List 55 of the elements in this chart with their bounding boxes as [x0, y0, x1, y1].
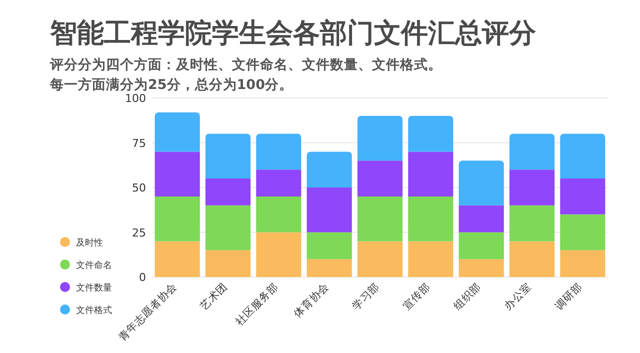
x-tick-label: 体育协会	[291, 280, 332, 320]
bar	[306, 152, 352, 188]
x-tick-label: 组织部	[450, 280, 484, 312]
legend-label: 文件数量	[76, 282, 112, 294]
bar	[509, 205, 555, 242]
bar	[458, 160, 504, 206]
bar	[154, 152, 200, 196]
bar	[205, 250, 251, 277]
bar	[458, 205, 504, 232]
y-tick-label: 50	[132, 182, 146, 194]
bar	[509, 134, 555, 170]
bar	[154, 196, 200, 242]
x-tick-label: 调研部	[552, 280, 585, 312]
bar	[256, 170, 302, 196]
y-tick-label: 75	[132, 136, 146, 150]
legend-label: 文件命名	[76, 260, 112, 271]
x-tick-label: 社区服务部	[232, 280, 281, 328]
bar	[560, 178, 606, 214]
x-tick-label: 办公室	[502, 280, 534, 312]
bar	[408, 241, 454, 277]
bar	[408, 196, 454, 242]
bar	[560, 214, 606, 250]
bar	[205, 178, 251, 206]
text: 每一方面满分为25分，总分为100分。	[49, 76, 293, 93]
bar	[357, 116, 403, 161]
bar	[256, 196, 302, 232]
bar	[205, 205, 251, 250]
bar	[306, 259, 352, 277]
bar	[560, 134, 606, 179]
bar	[357, 160, 403, 196]
bar	[458, 232, 504, 260]
legend-label: 文件格式	[76, 305, 112, 316]
x-tick-label: 艺术团	[198, 280, 230, 312]
y-tick-label: 25	[132, 226, 146, 240]
bar	[408, 116, 454, 152]
x-tick-label: 学习部	[350, 280, 382, 312]
y-tick-label: 100	[125, 92, 146, 105]
bar	[205, 134, 251, 179]
bar	[408, 152, 454, 196]
bar	[306, 232, 352, 260]
bar	[306, 188, 352, 232]
bar	[357, 241, 403, 277]
bar	[256, 134, 302, 170]
bar	[357, 196, 403, 242]
bar	[509, 241, 555, 277]
chart-title: 智能工程学院学生会各部门文件汇总评分	[49, 18, 537, 49]
chart-subtitle: 评分分为四个方面：及时性、文件命名、文件数量、文件格式。	[49, 56, 442, 73]
legend-label: 及时性	[76, 238, 103, 248]
bar	[560, 250, 606, 277]
bar	[509, 170, 555, 206]
bar	[458, 259, 504, 277]
x-tick-label: 宣传部	[400, 280, 433, 312]
bar	[256, 232, 302, 277]
bar	[154, 112, 200, 152]
bar	[154, 241, 200, 277]
